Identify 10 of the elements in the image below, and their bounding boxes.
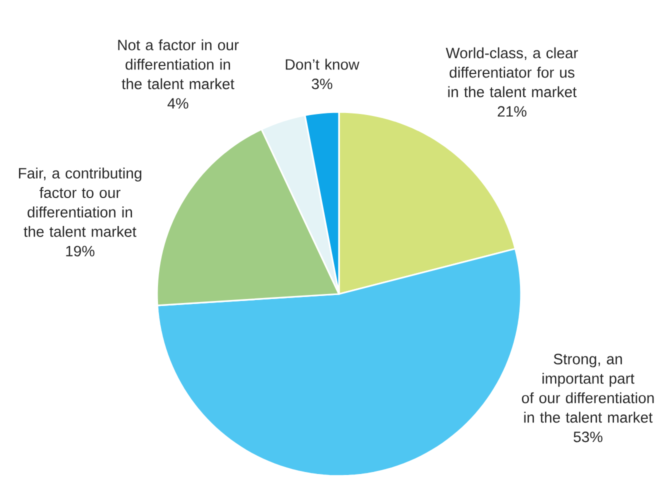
data-label: 4% — [168, 98, 188, 109]
data-label: 53% — [574, 432, 602, 442]
slice-label: Fair, a contributing factor to our differentiation in the talent market — [18, 168, 142, 237]
slice-label: Don’t know — [286, 58, 360, 70]
data-label: 3% — [312, 78, 332, 90]
data-label: 21% — [498, 106, 526, 117]
data-label: 19% — [66, 246, 94, 256]
slice-label: Strong, an important part of our differentiation in the talent market — [522, 354, 654, 423]
slice-label: World-class, a clear differentiator for us in the talent market — [446, 47, 578, 98]
slice-label: Not a factor in our differentiation in the talent market — [118, 39, 239, 90]
